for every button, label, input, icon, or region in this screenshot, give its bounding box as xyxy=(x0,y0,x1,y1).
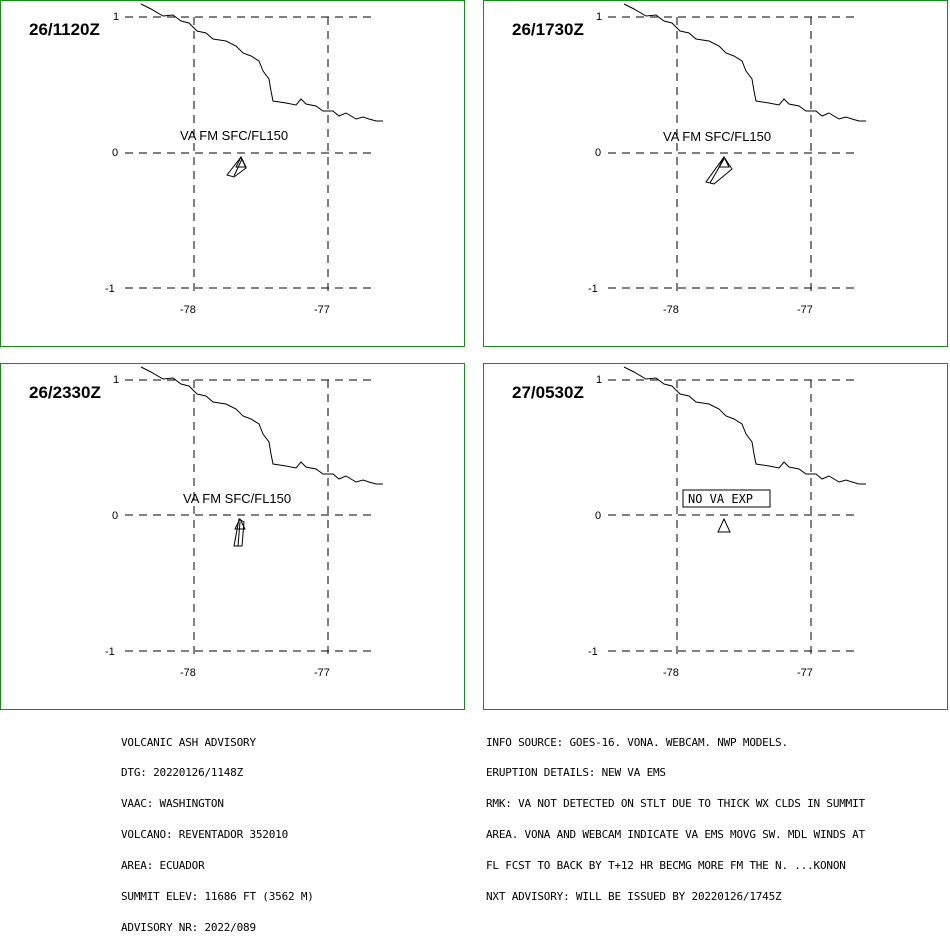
valid-time-label: 27/0530Z xyxy=(512,383,584,402)
lat-tick-0: 0 xyxy=(112,147,118,159)
lon-tick-77: -77 xyxy=(314,304,330,316)
lon-tick-77: -77 xyxy=(797,304,813,316)
lon-tick-78: -78 xyxy=(663,667,679,679)
advisory-remarks-block: INFO SOURCE: GOES-16. VONA. WEBCAM. NWP … xyxy=(486,717,865,913)
advisory-line: DTG: 20220126/1148Z xyxy=(121,766,244,780)
grid-lines xyxy=(125,379,375,656)
lat-tick-0: 0 xyxy=(595,147,601,159)
map-canvas: 1 0 -1 -78 -77 NO VA EXP xyxy=(588,366,866,679)
coastline xyxy=(140,366,383,485)
lon-tick-labels: -78 -77 xyxy=(180,304,330,316)
lon-tick-labels: -78 -77 xyxy=(663,304,813,316)
lat-tick-1: 1 xyxy=(113,374,119,386)
advisory-line: VOLCANIC ASH ADVISORY xyxy=(121,735,256,749)
no-va-label: NO VA EXP xyxy=(688,492,753,506)
map-canvas: 1 0 -1 -78 -77 VA FM SFC/FL150 xyxy=(588,3,866,316)
coastline xyxy=(623,366,866,485)
lat-tick-neg1: -1 xyxy=(588,646,598,658)
lat-tick-neg1: -1 xyxy=(588,283,598,295)
grid-lines xyxy=(608,16,858,293)
ash-cloud-polygon xyxy=(705,156,733,185)
valid-time-label: 26/1120Z xyxy=(29,20,100,39)
map-panel-4: 1 0 -1 -78 -77 NO VA EXP 27/0530Z xyxy=(483,363,948,710)
map-panel-3: 1 0 -1 -78 -77 VA FM SFC/FL150 26/2330Z xyxy=(0,363,465,710)
advisory-line: ADVISORY NR: 2022/089 xyxy=(121,920,256,934)
advisory-header-block: VOLCANIC ASH ADVISORY DTG: 20220126/1148… xyxy=(121,717,314,944)
volcano-icon xyxy=(234,517,246,530)
coastline xyxy=(140,3,383,122)
advisory-line: ERUPTION DETAILS: NEW VA EMS xyxy=(486,766,666,780)
advisory-line: VAAC: WASHINGTON xyxy=(121,797,224,811)
valid-time-label: 26/2330Z xyxy=(29,383,101,402)
lat-tick-labels: 1 0 -1 xyxy=(105,11,119,295)
lat-tick-neg1: -1 xyxy=(105,283,115,295)
grid-lines xyxy=(608,379,858,656)
volcano-icon xyxy=(235,155,247,168)
grid-lines xyxy=(125,16,375,293)
ash-label: VA FM SFC/FL150 xyxy=(183,491,291,506)
lon-tick-labels: -78 -77 xyxy=(180,667,330,679)
valid-time-label: 26/1730Z xyxy=(512,20,584,39)
lon-tick-labels: -78 -77 xyxy=(663,667,813,679)
advisory-line: RMK: VA NOT DETECTED ON STLT DUE TO THIC… xyxy=(486,797,865,811)
volcano-icon xyxy=(718,155,730,168)
lat-tick-1: 1 xyxy=(596,374,602,386)
advisory-line: VOLCANO: REVENTADOR 352010 xyxy=(121,828,288,842)
lon-tick-78: -78 xyxy=(180,667,196,679)
lon-tick-78: -78 xyxy=(663,304,679,316)
lat-tick-labels: 1 0 -1 xyxy=(105,374,119,658)
lat-tick-1: 1 xyxy=(113,11,119,23)
advisory-line: NXT ADVISORY: WILL BE ISSUED BY 20220126… xyxy=(486,890,782,904)
advisory-line: AREA. VONA AND WEBCAM INDICATE VA EMS MO… xyxy=(486,828,865,842)
advisory-line: SUMMIT ELEV: 11686 FT (3562 M) xyxy=(121,890,314,904)
advisory-line: INFO SOURCE: GOES-16. VONA. WEBCAM. NWP … xyxy=(486,735,788,749)
lat-tick-0: 0 xyxy=(595,510,601,522)
lat-tick-neg1: -1 xyxy=(105,646,115,658)
lon-tick-77: -77 xyxy=(314,667,330,679)
map-canvas: 1 0 -1 -78 -77 VA FM SFC/FL150 xyxy=(105,3,383,316)
advisory-line: AREA: ECUADOR xyxy=(121,859,205,873)
coastline xyxy=(623,3,866,122)
ash-cloud-polygon xyxy=(233,518,245,547)
map-panel-2: 1 0 -1 -78 -77 VA FM SFC/FL150 26/1730Z xyxy=(483,0,948,347)
ash-label: VA FM SFC/FL150 xyxy=(180,128,288,143)
lon-tick-78: -78 xyxy=(180,304,196,316)
map-canvas: 1 0 -1 -78 -77 VA FM SFC/FL150 xyxy=(105,366,383,679)
advisory-line: FL FCST TO BACK BY T+12 HR BECMG MORE FM… xyxy=(486,859,846,873)
map-panel-1: 1 0 -1 -78 -77 VA FM SFC/FL150 26/1120Z xyxy=(0,0,465,347)
lat-tick-labels: 1 0 -1 xyxy=(588,374,602,658)
lat-tick-0: 0 xyxy=(112,510,118,522)
lon-tick-77: -77 xyxy=(797,667,813,679)
no-va-box xyxy=(682,489,771,508)
lat-tick-1: 1 xyxy=(596,11,602,23)
volcano-icon xyxy=(717,517,731,533)
lat-tick-labels: 1 0 -1 xyxy=(588,11,602,295)
ash-label: VA FM SFC/FL150 xyxy=(663,129,771,144)
